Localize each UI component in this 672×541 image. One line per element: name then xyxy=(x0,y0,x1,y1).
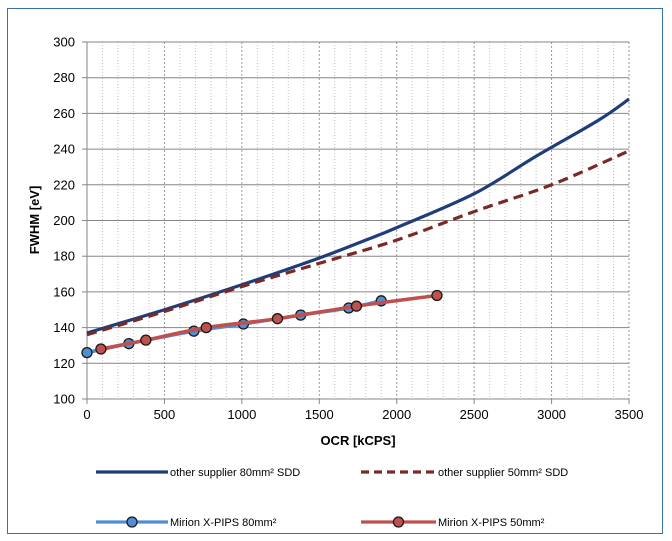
series-line xyxy=(86,149,630,337)
series-4 xyxy=(95,289,443,355)
chart-frame: 0 500 1000 1500 2000 2500 3000 3500 100 120 140 160… xyxy=(7,8,663,534)
y-tick-label: 200 xyxy=(53,213,75,228)
legend: other supplier 80mm² SDD other supplier 5… xyxy=(96,467,568,529)
y-tick-label: 220 xyxy=(53,177,75,192)
data-point xyxy=(81,346,93,359)
x-tick-label: 2500 xyxy=(460,407,489,422)
x-axis-title: OCR [kCPS] xyxy=(320,433,395,448)
x-tick-label: 1000 xyxy=(227,407,256,422)
x-tick-label: 0 xyxy=(83,407,90,422)
legend-label: Mirion X-PIPS 50mm² xyxy=(438,517,545,529)
data-point xyxy=(431,289,443,302)
x-tick-label: 500 xyxy=(154,407,176,422)
grid xyxy=(87,41,630,399)
data-point xyxy=(95,343,107,355)
y-tick-label: 300 xyxy=(53,35,75,50)
x-tick-label: 1500 xyxy=(305,407,334,422)
x-tick-label: 3500 xyxy=(615,407,644,422)
series-2 xyxy=(86,149,630,337)
series xyxy=(81,97,630,359)
data-point xyxy=(200,321,212,334)
data-point xyxy=(271,313,284,325)
y-tick-label: 140 xyxy=(53,320,75,335)
x-tick-label: 3000 xyxy=(537,407,566,422)
y-tick-label: 180 xyxy=(53,249,75,264)
legend-entry: Mirion X-PIPS 80mm² xyxy=(96,516,277,529)
legend-label: other supplier 50mm² SDD xyxy=(438,467,568,479)
legend-entry: Mirion X-PIPS 50mm² xyxy=(361,516,545,529)
legend-marker xyxy=(392,516,405,528)
y-axis-title: FWHM [eV] xyxy=(27,186,42,255)
x-tick-label: 2000 xyxy=(382,407,411,422)
legend-entry: other supplier 50mm² SDD xyxy=(361,467,568,479)
legend-entry: other supplier 80mm² SDD xyxy=(96,467,300,479)
legend-label: Mirion X-PIPS 80mm² xyxy=(170,517,277,529)
y-tick-label: 260 xyxy=(53,106,75,121)
legend-marker xyxy=(126,516,138,528)
y-tick-label: 240 xyxy=(53,142,75,157)
y-tick-label: 120 xyxy=(53,356,75,371)
y-tick-label: 100 xyxy=(53,392,75,407)
legend-label: other supplier 80mm² SDD xyxy=(170,467,300,479)
data-point xyxy=(140,334,152,346)
y-tick-label: 280 xyxy=(53,70,75,85)
y-tick-label: 160 xyxy=(53,284,75,299)
chart: 0 500 1000 1500 2000 2500 3000 3500 100 120 140 160… xyxy=(27,35,643,530)
data-point xyxy=(350,300,363,312)
tick-labels: 0 500 1000 1500 2000 2500 3000 3500 100 120 140 160… xyxy=(53,35,643,423)
